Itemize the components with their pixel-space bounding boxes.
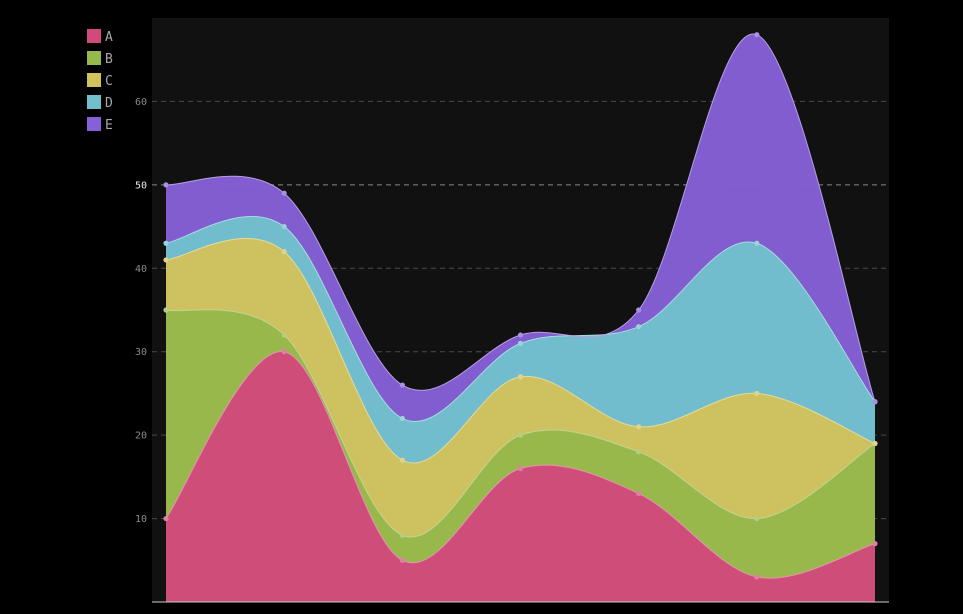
legend-label-A: A (105, 30, 113, 45)
point-C-5 (754, 390, 760, 397)
legend-label-B: B (105, 52, 113, 67)
point-D-5 (754, 240, 760, 246)
point-E-2 (399, 382, 405, 388)
y-tick-label-60: 60 (135, 97, 147, 108)
point-E-3 (517, 332, 524, 338)
point-C-0 (163, 257, 169, 263)
point-A-1 (281, 349, 287, 355)
point-D-1 (281, 223, 287, 230)
y-tick-label-10: 10 (135, 514, 147, 525)
point-A-6 (872, 541, 878, 547)
point-B-2 (399, 532, 405, 538)
y-tick-label-50: 50 (135, 180, 147, 191)
point-B-1 (281, 332, 287, 338)
point-B-3 (517, 432, 524, 438)
legend-swatch-D (87, 95, 101, 109)
point-E-4 (636, 307, 642, 313)
point-B-4 (636, 449, 642, 455)
point-E-6 (872, 399, 878, 405)
point-B-0 (163, 307, 169, 313)
point-C-6 (872, 440, 878, 447)
y-tick-label-30: 30 (135, 347, 147, 358)
y-axis-ticks: 10 20 30 40 50 60 (135, 97, 147, 525)
legend-label-D: D (105, 96, 113, 111)
point-C-2 (399, 457, 405, 463)
point-A-2 (399, 557, 405, 563)
legend-swatch-B (87, 51, 101, 65)
point-A-4 (636, 490, 642, 497)
point-B-5 (754, 515, 760, 522)
legend-label-E: E (105, 118, 113, 133)
point-D-3 (517, 340, 524, 346)
point-A-0 (163, 515, 169, 522)
legend-swatch-A (87, 29, 101, 43)
y-tick-label-40: 40 (135, 264, 147, 275)
point-C-1 (281, 249, 287, 255)
data-points (163, 32, 878, 580)
point-A-5 (754, 574, 760, 580)
point-D-2 (399, 415, 405, 422)
point-A-3 (517, 465, 524, 472)
point-E-1 (281, 190, 287, 196)
legend-swatch-E (87, 117, 101, 131)
point-C-3 (517, 374, 524, 380)
y-tick-label-20: 20 (135, 431, 147, 442)
legend-swatch-C (87, 73, 101, 87)
line-A (165, 351, 876, 579)
legend-label-C: C (105, 74, 113, 89)
point-C-4 (636, 424, 642, 430)
point-E-0 (163, 182, 169, 188)
point-E-5 (754, 32, 760, 38)
point-D-0 (163, 240, 169, 246)
point-D-4 (636, 324, 642, 330)
line-E (165, 33, 876, 402)
